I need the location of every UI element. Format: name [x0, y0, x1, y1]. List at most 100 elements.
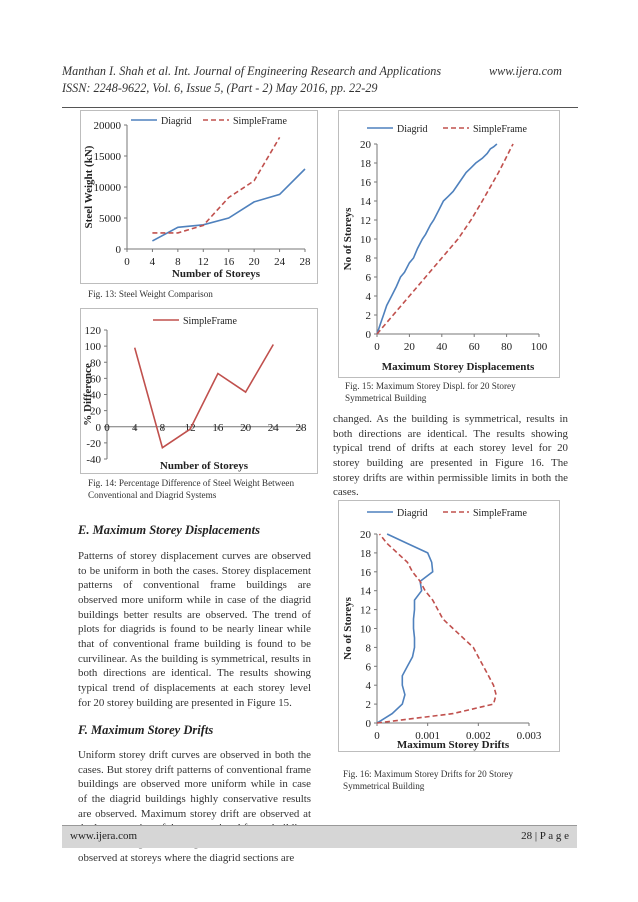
- text-line: buildings better results are observed. T…: [78, 608, 311, 621]
- header-rule: [62, 107, 578, 108]
- y-tick-label: -40: [86, 454, 101, 466]
- y-tick-label: 12: [360, 215, 371, 227]
- x-tick-label: 16: [223, 256, 235, 268]
- fig15-chart: 0 2 4 6 8 10 12 14 16 18 20 0 20 40 60 80 100 Maximum Sto…: [342, 124, 548, 373]
- x-tick-label: 20: [249, 256, 261, 268]
- text-line: that of conventional frame building is f…: [78, 637, 311, 650]
- text-line: to be uniform in both the cases. Storey …: [78, 564, 311, 577]
- x-tick-label: 60: [469, 341, 481, 353]
- fig15-caption-line2: Symmetrical Building: [345, 393, 427, 403]
- journal-website: www.ijera.com: [489, 64, 562, 78]
- text-line: observed at storeys where the diagrid se…: [78, 851, 295, 864]
- legend-label-simpleframe: SimpleFrame: [233, 116, 287, 127]
- y-tick-label: 14: [360, 586, 372, 598]
- y-axis-title: % Difference: [82, 363, 94, 426]
- text-line: buildings are observed more uniform whil…: [78, 778, 311, 791]
- y-tick-label: 20: [360, 529, 372, 541]
- x-tick-label: 80: [501, 341, 512, 353]
- y-tick-label: 18: [360, 158, 372, 170]
- y-axis-title: No of Storeys: [342, 207, 354, 270]
- y-tick-label: 15000: [94, 151, 122, 163]
- text-line: patterns of conventional frame buildings…: [78, 579, 311, 592]
- y-tick-label: -20: [86, 438, 101, 450]
- fig13-chart: 0 5000 10000 15000 20000 0 4 8 12 16 20 24 28 Number …: [83, 116, 311, 280]
- section-e-paragraph: Patterns of storey displacement curves a…: [78, 549, 311, 710]
- x-tick-label: 40: [436, 341, 448, 353]
- text-line: of the diagrid buildings highly conserva…: [78, 792, 311, 805]
- y-tick-label: 2: [366, 699, 372, 711]
- x-tick-label: 0: [374, 341, 380, 353]
- right-column-paragraph: changed. As the building is symmetrical,…: [333, 412, 568, 500]
- text-line: Uniform storey drift curves are observed…: [78, 749, 311, 761]
- fig15-caption-line1: Fig. 15: Maximum Storey Displ. for 20 St…: [345, 381, 516, 391]
- fig16-caption-line1: Fig. 16: Maximum Storey Drifts for 20 St…: [343, 769, 513, 779]
- legend-label-diagrid: Diagrid: [397, 124, 428, 135]
- y-tick-label: 10000: [94, 182, 122, 194]
- y-tick-label: 100: [85, 341, 102, 353]
- fig14-caption-line2: Conventional and Diagrid Systems: [88, 490, 217, 500]
- text-line: curvilinear. As the building is symmetri…: [78, 652, 311, 665]
- legend-label-simpleframe: SimpleFrame: [473, 508, 527, 519]
- series-line-diagrid: [376, 533, 434, 724]
- series-line-diagrid: [152, 168, 306, 242]
- y-tick-label: 120: [85, 325, 102, 337]
- y-tick-label: 0: [366, 329, 372, 341]
- legend-label-diagrid: Diagrid: [397, 508, 428, 519]
- fig16-caption-line2: Symmetrical Building: [343, 781, 425, 791]
- x-tick-label: 0.001: [415, 730, 440, 742]
- y-tick-label: 16: [360, 567, 372, 579]
- x-tick-label: 100: [531, 341, 548, 353]
- text-line: observed more uniform while in case of t…: [78, 593, 311, 606]
- fig15-chart-box: 0 2 4 6 8 10 12 14 16 18 20 0 20 40 60 80 100 Maximum Sto…: [338, 110, 560, 378]
- text-line: plots for diagrids is found to be nearly…: [78, 623, 311, 636]
- fig14-chart-box: -40 -20 0 20 40 60 80 100 120 0 4 8 12 16 20 24 28 Number…: [80, 308, 318, 474]
- x-tick-label: 20: [240, 422, 252, 434]
- text-line: typical trend of displacements at each s…: [78, 681, 311, 694]
- y-tick-label: 20: [360, 139, 372, 151]
- y-tick-label: 10: [360, 234, 372, 246]
- x-tick-label: 8: [160, 422, 166, 434]
- text-line: for 20 storey building are presented in …: [78, 696, 292, 709]
- page-number: 28 | P a g e: [521, 830, 569, 842]
- y-tick-label: 0: [116, 244, 122, 256]
- fig16-chart: 0 2 4 6 8 10 12 14 16 18 20 0 0.001 0.002 0.003 Maximum…: [342, 508, 542, 751]
- text-line: storey building are presented in Figure …: [333, 456, 568, 469]
- text-line: changed. As the building is symmetrical,…: [333, 413, 568, 425]
- text-line: typical trend of drifts at each storey l…: [333, 442, 568, 455]
- series-line-simpleframe: [133, 344, 274, 449]
- y-tick-label: 6: [366, 661, 372, 673]
- y-axis-title: No of Storeys: [342, 596, 354, 659]
- y-tick-label: 14: [360, 196, 372, 208]
- x-tick-label: 4: [150, 256, 156, 268]
- y-tick-label: 60: [90, 373, 102, 385]
- page-footer: www.ijera.com 28 | P a g e: [62, 825, 577, 848]
- fig13-caption: Fig. 13: Steel Weight Comparison: [88, 289, 213, 299]
- y-tick-label: 10: [360, 624, 372, 636]
- y-tick-label: 12: [360, 605, 371, 617]
- fig16-chart-box: 0 2 4 6 8 10 12 14 16 18 20 0 0.001 0.002 0.003 Maximum…: [338, 500, 560, 752]
- y-tick-label: 6: [366, 272, 372, 284]
- section-e-title: E. Maximum Storey Displacements: [78, 523, 260, 537]
- legend-label-diagrid: Diagrid: [161, 116, 192, 127]
- y-tick-label: 80: [90, 357, 102, 369]
- x-axis-title: Number of Storeys: [172, 268, 261, 280]
- y-tick-label: 0: [96, 422, 102, 434]
- x-tick-label: 28: [296, 422, 308, 434]
- x-axis-title: Number of Storeys: [160, 460, 249, 472]
- text-line: cases.: [333, 486, 359, 499]
- x-tick-label: 24: [268, 422, 280, 434]
- y-tick-label: 20000: [94, 120, 122, 132]
- x-tick-label: 4: [132, 422, 138, 434]
- x-tick-label: 16: [212, 422, 224, 434]
- y-tick-label: 8: [366, 642, 372, 654]
- y-tick-label: 16: [360, 177, 372, 189]
- issn-line: ISSN: 2248-9622, Vol. 6, Issue 5, (Part …: [62, 81, 378, 95]
- fig14-caption-line1: Fig. 14: Percentage Difference of Steel …: [88, 478, 295, 488]
- x-tick-label: 24: [274, 256, 286, 268]
- y-tick-label: 8: [366, 253, 372, 265]
- x-tick-label: 20: [404, 341, 416, 353]
- journal-header: Manthan I. Shah et al. Int. Journal of E…: [62, 64, 442, 78]
- y-tick-label: 20: [90, 406, 102, 418]
- x-tick-label: 0: [124, 256, 130, 268]
